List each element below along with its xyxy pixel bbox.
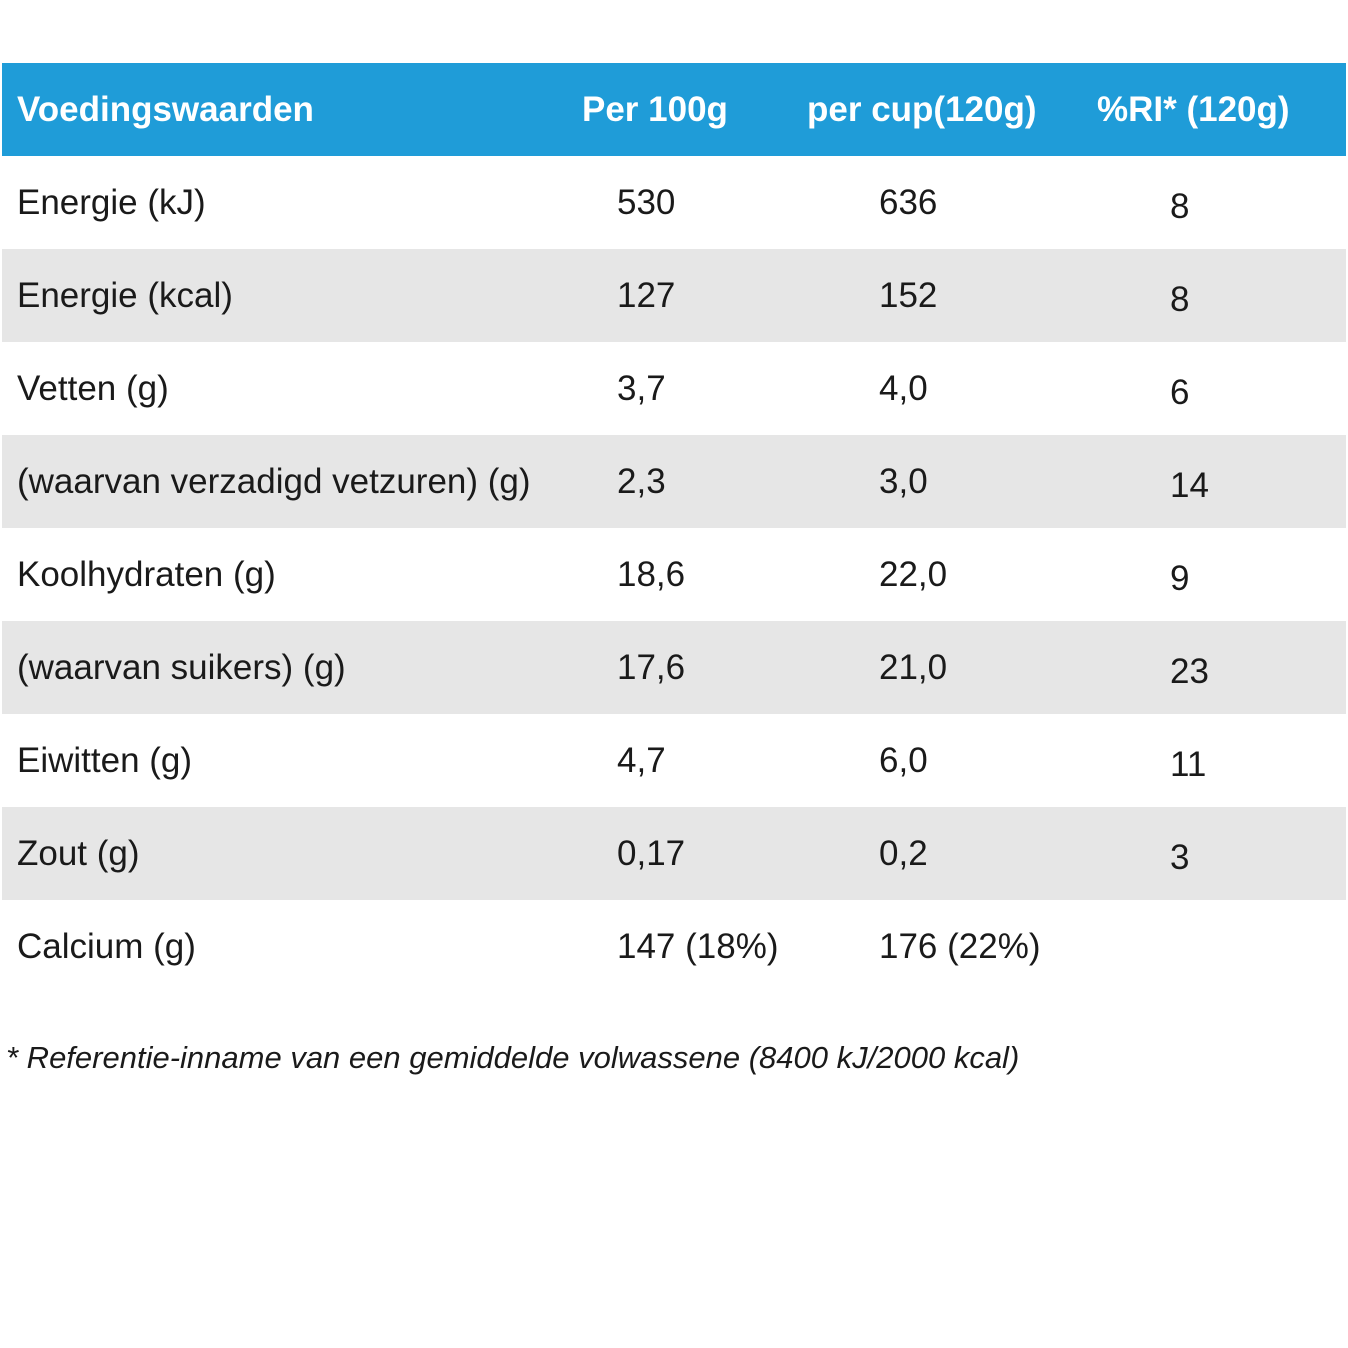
per-100g-value: 17,6 xyxy=(617,648,686,687)
per-100g-value: 127 xyxy=(617,276,676,315)
ri-value: 3 xyxy=(1170,838,1190,877)
per-100g-value: 0,17 xyxy=(617,834,686,873)
header-ri: %RI* (120g) xyxy=(1097,90,1290,129)
nutrient-name: (waarvan verzadigd vetzuren) (g) xyxy=(17,462,531,501)
per-100g-value: 2,3 xyxy=(617,462,666,501)
per-100g-value: 18,6 xyxy=(617,555,686,594)
per-cup-value: 636 xyxy=(879,183,938,222)
ri-value: 9 xyxy=(1170,559,1190,598)
per-cup-value: 21,0 xyxy=(879,648,948,687)
ri-value: 23 xyxy=(1170,652,1209,691)
table-row: Energie (kJ) 530 636 8 xyxy=(2,156,1346,249)
footnote: * Referentie-inname van een gemiddelde v… xyxy=(6,1040,1020,1075)
ri-value: 11 xyxy=(1170,745,1207,784)
per-cup-value: 3,0 xyxy=(879,462,928,501)
nutrient-name: Calcium (g) xyxy=(17,927,196,966)
per-100g-value: 147 (18%) xyxy=(617,927,779,966)
nutrient-name: Energie (kcal) xyxy=(17,276,233,315)
per-100g-value: 4,7 xyxy=(617,741,666,780)
table-row: Calcium (g) 147 (18%) 176 (22%) xyxy=(2,900,1346,993)
nutrient-name: Zout (g) xyxy=(17,834,140,873)
table-row: (waarvan suikers) (g) 17,6 21,0 23 xyxy=(2,621,1346,714)
table-row: Vetten (g) 3,7 4,0 6 xyxy=(2,342,1346,435)
per-100g-value: 3,7 xyxy=(617,369,666,408)
header-per-100g: Per 100g xyxy=(582,90,728,129)
table-row: Zout (g) 0,17 0,2 3 xyxy=(2,807,1346,900)
ri-value: 8 xyxy=(1170,280,1190,319)
nutrient-name: Energie (kJ) xyxy=(17,183,206,222)
per-cup-value: 0,2 xyxy=(879,834,928,873)
nutrition-table: Voedingswaarden Per 100g per cup(120g) %… xyxy=(2,63,1346,993)
ri-value: 6 xyxy=(1170,373,1190,412)
per-cup-value: 6,0 xyxy=(879,741,928,780)
per-cup-value: 176 (22%) xyxy=(879,927,1041,966)
nutrient-name: Vetten (g) xyxy=(17,369,169,408)
nutrient-name: Koolhydraten (g) xyxy=(17,555,276,594)
nutrient-name: Eiwitten (g) xyxy=(17,741,193,780)
ri-value: 14 xyxy=(1170,466,1209,505)
per-cup-value: 22,0 xyxy=(879,555,948,594)
per-cup-value: 152 xyxy=(879,276,938,315)
ri-value: 8 xyxy=(1170,187,1190,226)
table-row: Koolhydraten (g) 18,6 22,0 9 xyxy=(2,528,1346,621)
header-nutrient: Voedingswaarden xyxy=(17,90,314,129)
table-row: Eiwitten (g) 4,7 6,0 11 xyxy=(2,714,1346,807)
per-cup-value: 4,0 xyxy=(879,369,928,408)
table-row: (waarvan verzadigd vetzuren) (g) 2,3 3,0… xyxy=(2,435,1346,528)
header-per-cup: per cup(120g) xyxy=(807,90,1037,129)
table-header: Voedingswaarden Per 100g per cup(120g) %… xyxy=(2,63,1346,156)
per-100g-value: 530 xyxy=(617,183,676,222)
table-row: Energie (kcal) 127 152 8 xyxy=(2,249,1346,342)
nutrient-name: (waarvan suikers) (g) xyxy=(17,648,346,687)
